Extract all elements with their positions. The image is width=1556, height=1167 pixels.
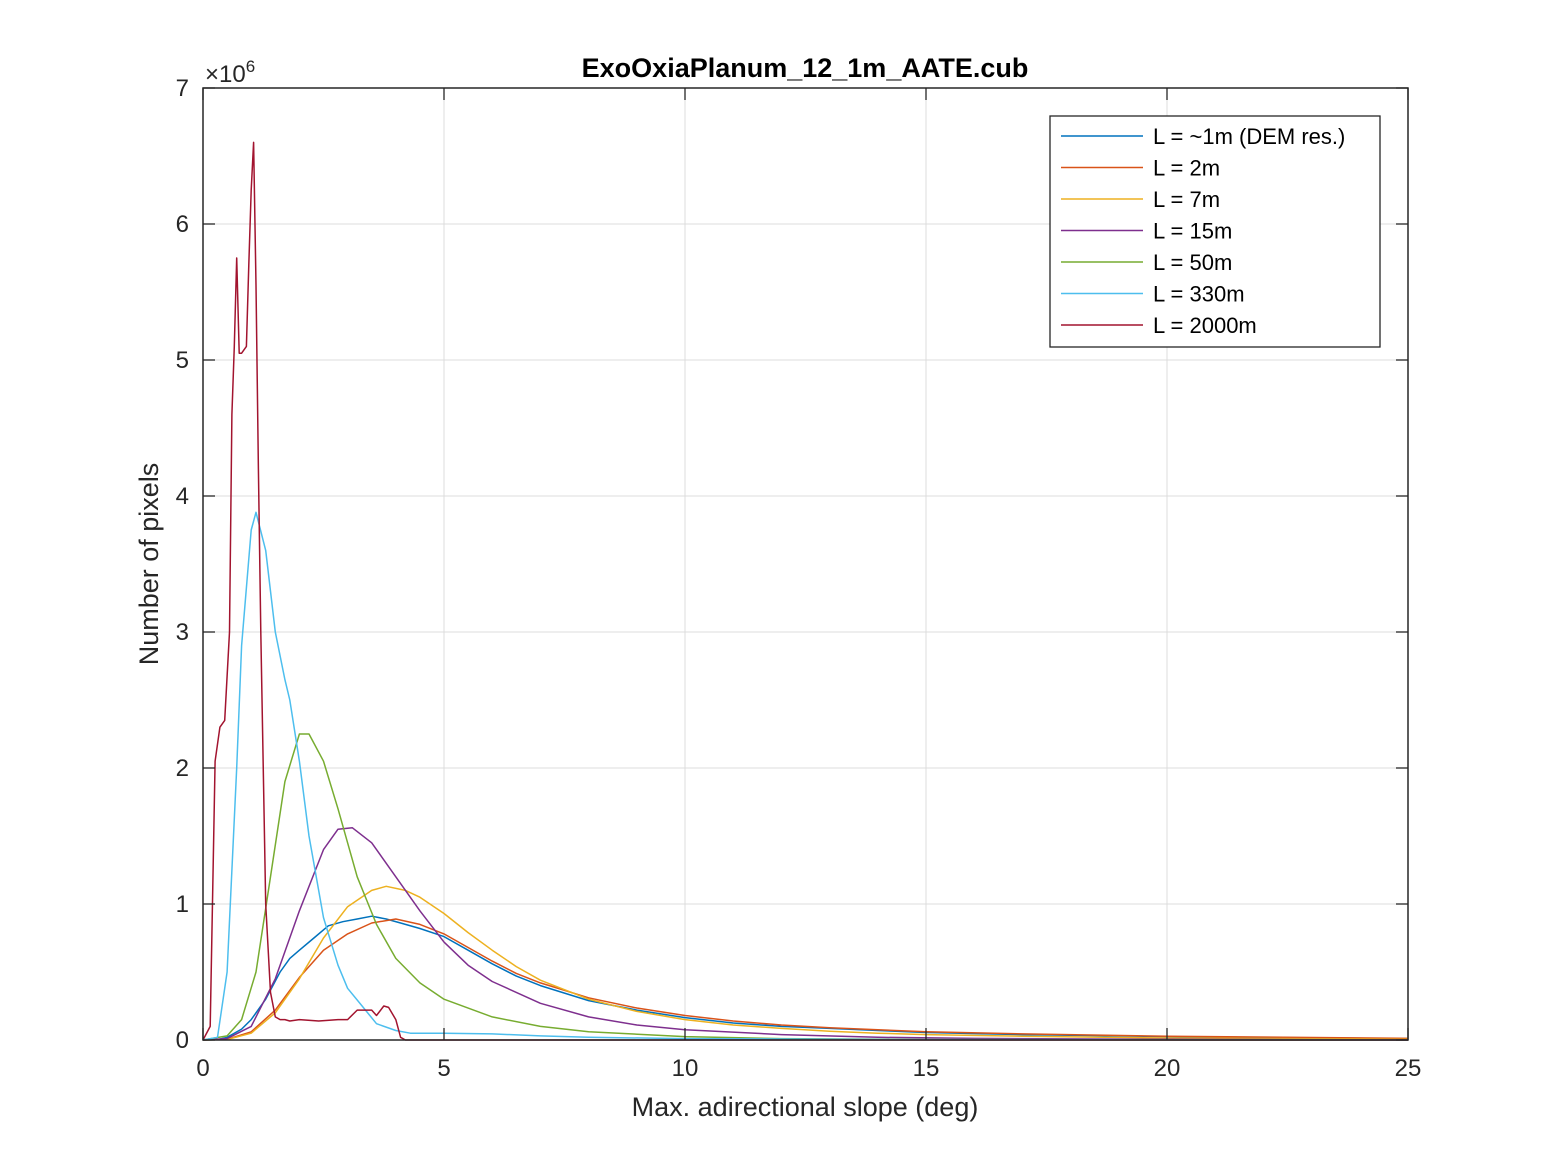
legend: L = ~1m (DEM res.) L = 2m L = 7m L = 15m L =… <box>1049 115 1381 348</box>
x-axis-title: Max. adirectional slope (deg) <box>632 1092 979 1122</box>
axes-box <box>202 87 1409 1041</box>
legend-label: L = 50m <box>1153 250 1232 275</box>
legend-label: L = 7m <box>1153 187 1220 212</box>
y-tick-label: 5 <box>176 347 189 374</box>
chart-title: ExoOxiaPlanum_12_1m_AATE.cub <box>582 53 1029 83</box>
y-tick-label: 2 <box>176 755 189 782</box>
series-line-7 <box>202 141 1408 1041</box>
y-tick-label: 4 <box>176 483 189 510</box>
legend-label: L = 330m <box>1153 282 1245 307</box>
y-exponent-label: ×106 <box>205 57 255 88</box>
series-line-6 <box>202 511 1409 1041</box>
series-line-3 <box>202 885 1409 1041</box>
x-tick-label: 0 <box>196 1055 209 1082</box>
x-tick-label: 15 <box>913 1055 940 1082</box>
grid <box>203 88 1408 1040</box>
x-tick-label: 20 <box>1154 1055 1181 1082</box>
y-tick-label: 6 <box>176 211 189 238</box>
legend-box <box>1049 115 1381 348</box>
legend-label: L = 2000m <box>1153 313 1257 338</box>
series-line-4 <box>202 827 1409 1041</box>
x-tick-label: 10 <box>672 1055 699 1082</box>
y-tick-label: 7 <box>176 75 189 102</box>
y-exponent-base: ×10 <box>205 61 246 88</box>
y-axis-title: Number of pixels <box>134 463 164 666</box>
y-exponent-power: 6 <box>246 57 255 76</box>
series-lines <box>202 141 1409 1041</box>
ticks: 0 5 10 15 20 25 0 1 2 3 4 5 6 7 <box>176 75 1422 1082</box>
x-tick-label: 5 <box>437 1055 450 1082</box>
y-tick-label: 1 <box>176 891 189 918</box>
legend-label: L = ~1m (DEM res.) <box>1153 124 1345 149</box>
x-tick-label: 25 <box>1395 1055 1422 1082</box>
legend-label: L = 15m <box>1153 219 1232 244</box>
y-tick-label: 0 <box>176 1027 189 1054</box>
legend-label: L = 2m <box>1153 156 1220 181</box>
y-tick-label: 3 <box>176 619 189 646</box>
